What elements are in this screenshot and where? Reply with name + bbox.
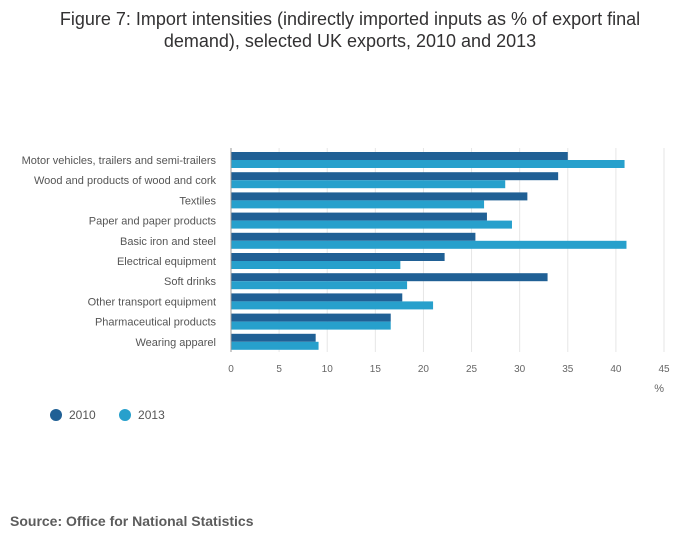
bar-2010 <box>231 212 487 221</box>
bar-2013 <box>231 281 408 290</box>
bar-2010 <box>231 313 391 322</box>
legend-item-2010[interactable]: 2010 <box>50 408 96 422</box>
category-label: Pharmaceutical products <box>95 317 217 329</box>
bar-2013 <box>231 220 512 229</box>
category-label: Paper and paper products <box>89 216 217 228</box>
x-tick-label: 10 <box>322 364 334 375</box>
x-tick-label: 0 <box>228 364 234 375</box>
bar-2010 <box>231 232 476 241</box>
category-labels: Motor vehicles, trailers and semi-traile… <box>22 155 217 349</box>
chart-title: Figure 7: Import intensities (indirectly… <box>0 8 700 52</box>
x-tick-label: 20 <box>418 364 430 375</box>
chart-title-line-1: Figure 7: Import intensities (indirectly… <box>59 9 641 29</box>
bar-2013 <box>231 240 627 249</box>
legend-item-2013[interactable]: 2013 <box>119 408 165 422</box>
x-axis-ticks: 0 5 10 15 20 25 30 35 40 45 <box>228 364 670 375</box>
bar-2013 <box>231 341 319 350</box>
x-tick-label: 35 <box>562 364 574 375</box>
bar-2010 <box>231 253 445 261</box>
x-axis-label: % <box>654 383 664 395</box>
legend-label-2010: 2010 <box>69 408 96 422</box>
x-tick-label: 45 <box>658 364 670 375</box>
legend-swatch-2013 <box>119 409 132 421</box>
bar-2010 <box>231 172 559 181</box>
category-label: Other transport equipment <box>88 296 216 308</box>
x-tick-label: 5 <box>276 364 282 375</box>
legend: 2010 2013 <box>50 408 185 424</box>
category-label: Motor vehicles, trailers and semi-traile… <box>22 155 217 167</box>
bar-2010 <box>231 333 316 342</box>
bar-2013 <box>231 200 485 209</box>
x-tick-label: 25 <box>466 364 478 375</box>
x-tick-label: 30 <box>514 364 526 375</box>
chart-title-line-2: demand), selected UK exports, 2010 and 2… <box>163 31 537 51</box>
x-tick-label: 40 <box>610 364 622 375</box>
category-label: Wearing apparel <box>135 337 216 349</box>
category-label: Wood and products of wood and cork <box>34 175 217 187</box>
source-note: Source: Office for National Statistics <box>10 513 254 529</box>
category-label: Electrical equipment <box>117 256 216 268</box>
bar-2010 <box>231 273 548 282</box>
category-label: Soft drinks <box>164 276 216 288</box>
bar-2013 <box>231 321 391 330</box>
bar-2010 <box>231 152 568 160</box>
x-tick-label: 15 <box>370 364 382 375</box>
bar-2013 <box>231 160 625 168</box>
bar-2010 <box>231 293 403 302</box>
bar-2013 <box>231 180 506 189</box>
bars <box>231 152 627 350</box>
bar-2013 <box>231 261 401 269</box>
legend-label-2013: 2013 <box>138 408 165 422</box>
category-label: Textiles <box>179 195 216 207</box>
category-label: Basic iron and steel <box>120 236 216 248</box>
bar-2013 <box>231 301 434 310</box>
bar-2010 <box>231 192 528 201</box>
legend-swatch-2010 <box>50 409 62 421</box>
